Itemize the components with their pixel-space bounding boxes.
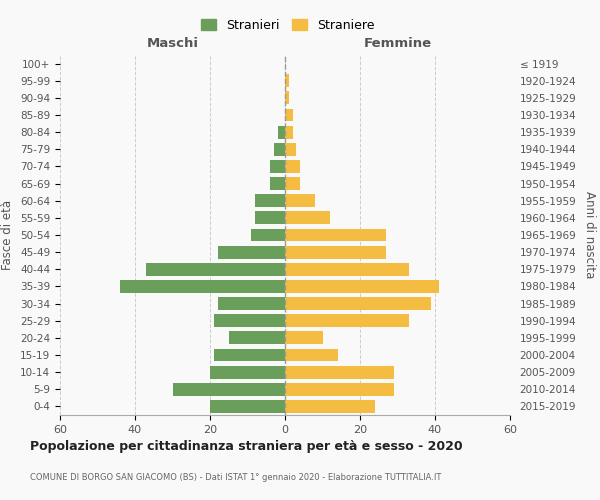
Bar <box>255 212 285 224</box>
Bar <box>285 92 289 104</box>
Bar <box>251 228 285 241</box>
Bar <box>218 297 285 310</box>
Bar <box>285 246 386 258</box>
Bar <box>218 246 285 258</box>
Bar <box>214 348 285 362</box>
Bar <box>285 177 300 190</box>
Bar <box>285 212 330 224</box>
Bar <box>285 332 323 344</box>
Bar <box>274 143 285 156</box>
Bar <box>285 143 296 156</box>
Bar <box>285 314 409 327</box>
Bar <box>285 108 293 122</box>
Bar <box>277 126 285 138</box>
Bar <box>285 400 375 413</box>
Text: Maschi: Maschi <box>146 37 199 50</box>
Bar <box>285 280 439 293</box>
Bar <box>285 348 337 362</box>
Bar <box>285 383 394 396</box>
Bar <box>210 400 285 413</box>
Bar <box>173 383 285 396</box>
Y-axis label: Anni di nascita: Anni di nascita <box>583 192 596 278</box>
Text: COMUNE DI BORGO SAN GIACOMO (BS) - Dati ISTAT 1° gennaio 2020 - Elaborazione TUT: COMUNE DI BORGO SAN GIACOMO (BS) - Dati … <box>30 473 442 482</box>
Bar <box>285 126 293 138</box>
Bar <box>120 280 285 293</box>
Text: Femmine: Femmine <box>364 37 431 50</box>
Bar <box>146 263 285 276</box>
Bar <box>285 263 409 276</box>
Bar <box>285 160 300 173</box>
Bar <box>214 314 285 327</box>
Bar <box>285 194 315 207</box>
Text: Popolazione per cittadinanza straniera per età e sesso - 2020: Popolazione per cittadinanza straniera p… <box>30 440 463 453</box>
Bar <box>285 228 386 241</box>
Bar <box>270 160 285 173</box>
Bar <box>285 297 431 310</box>
Legend: Stranieri, Straniere: Stranieri, Straniere <box>196 14 380 37</box>
Bar <box>210 366 285 378</box>
Y-axis label: Fasce di età: Fasce di età <box>1 200 14 270</box>
Bar <box>285 366 394 378</box>
Bar <box>270 177 285 190</box>
Bar <box>285 74 289 87</box>
Bar <box>229 332 285 344</box>
Bar <box>255 194 285 207</box>
